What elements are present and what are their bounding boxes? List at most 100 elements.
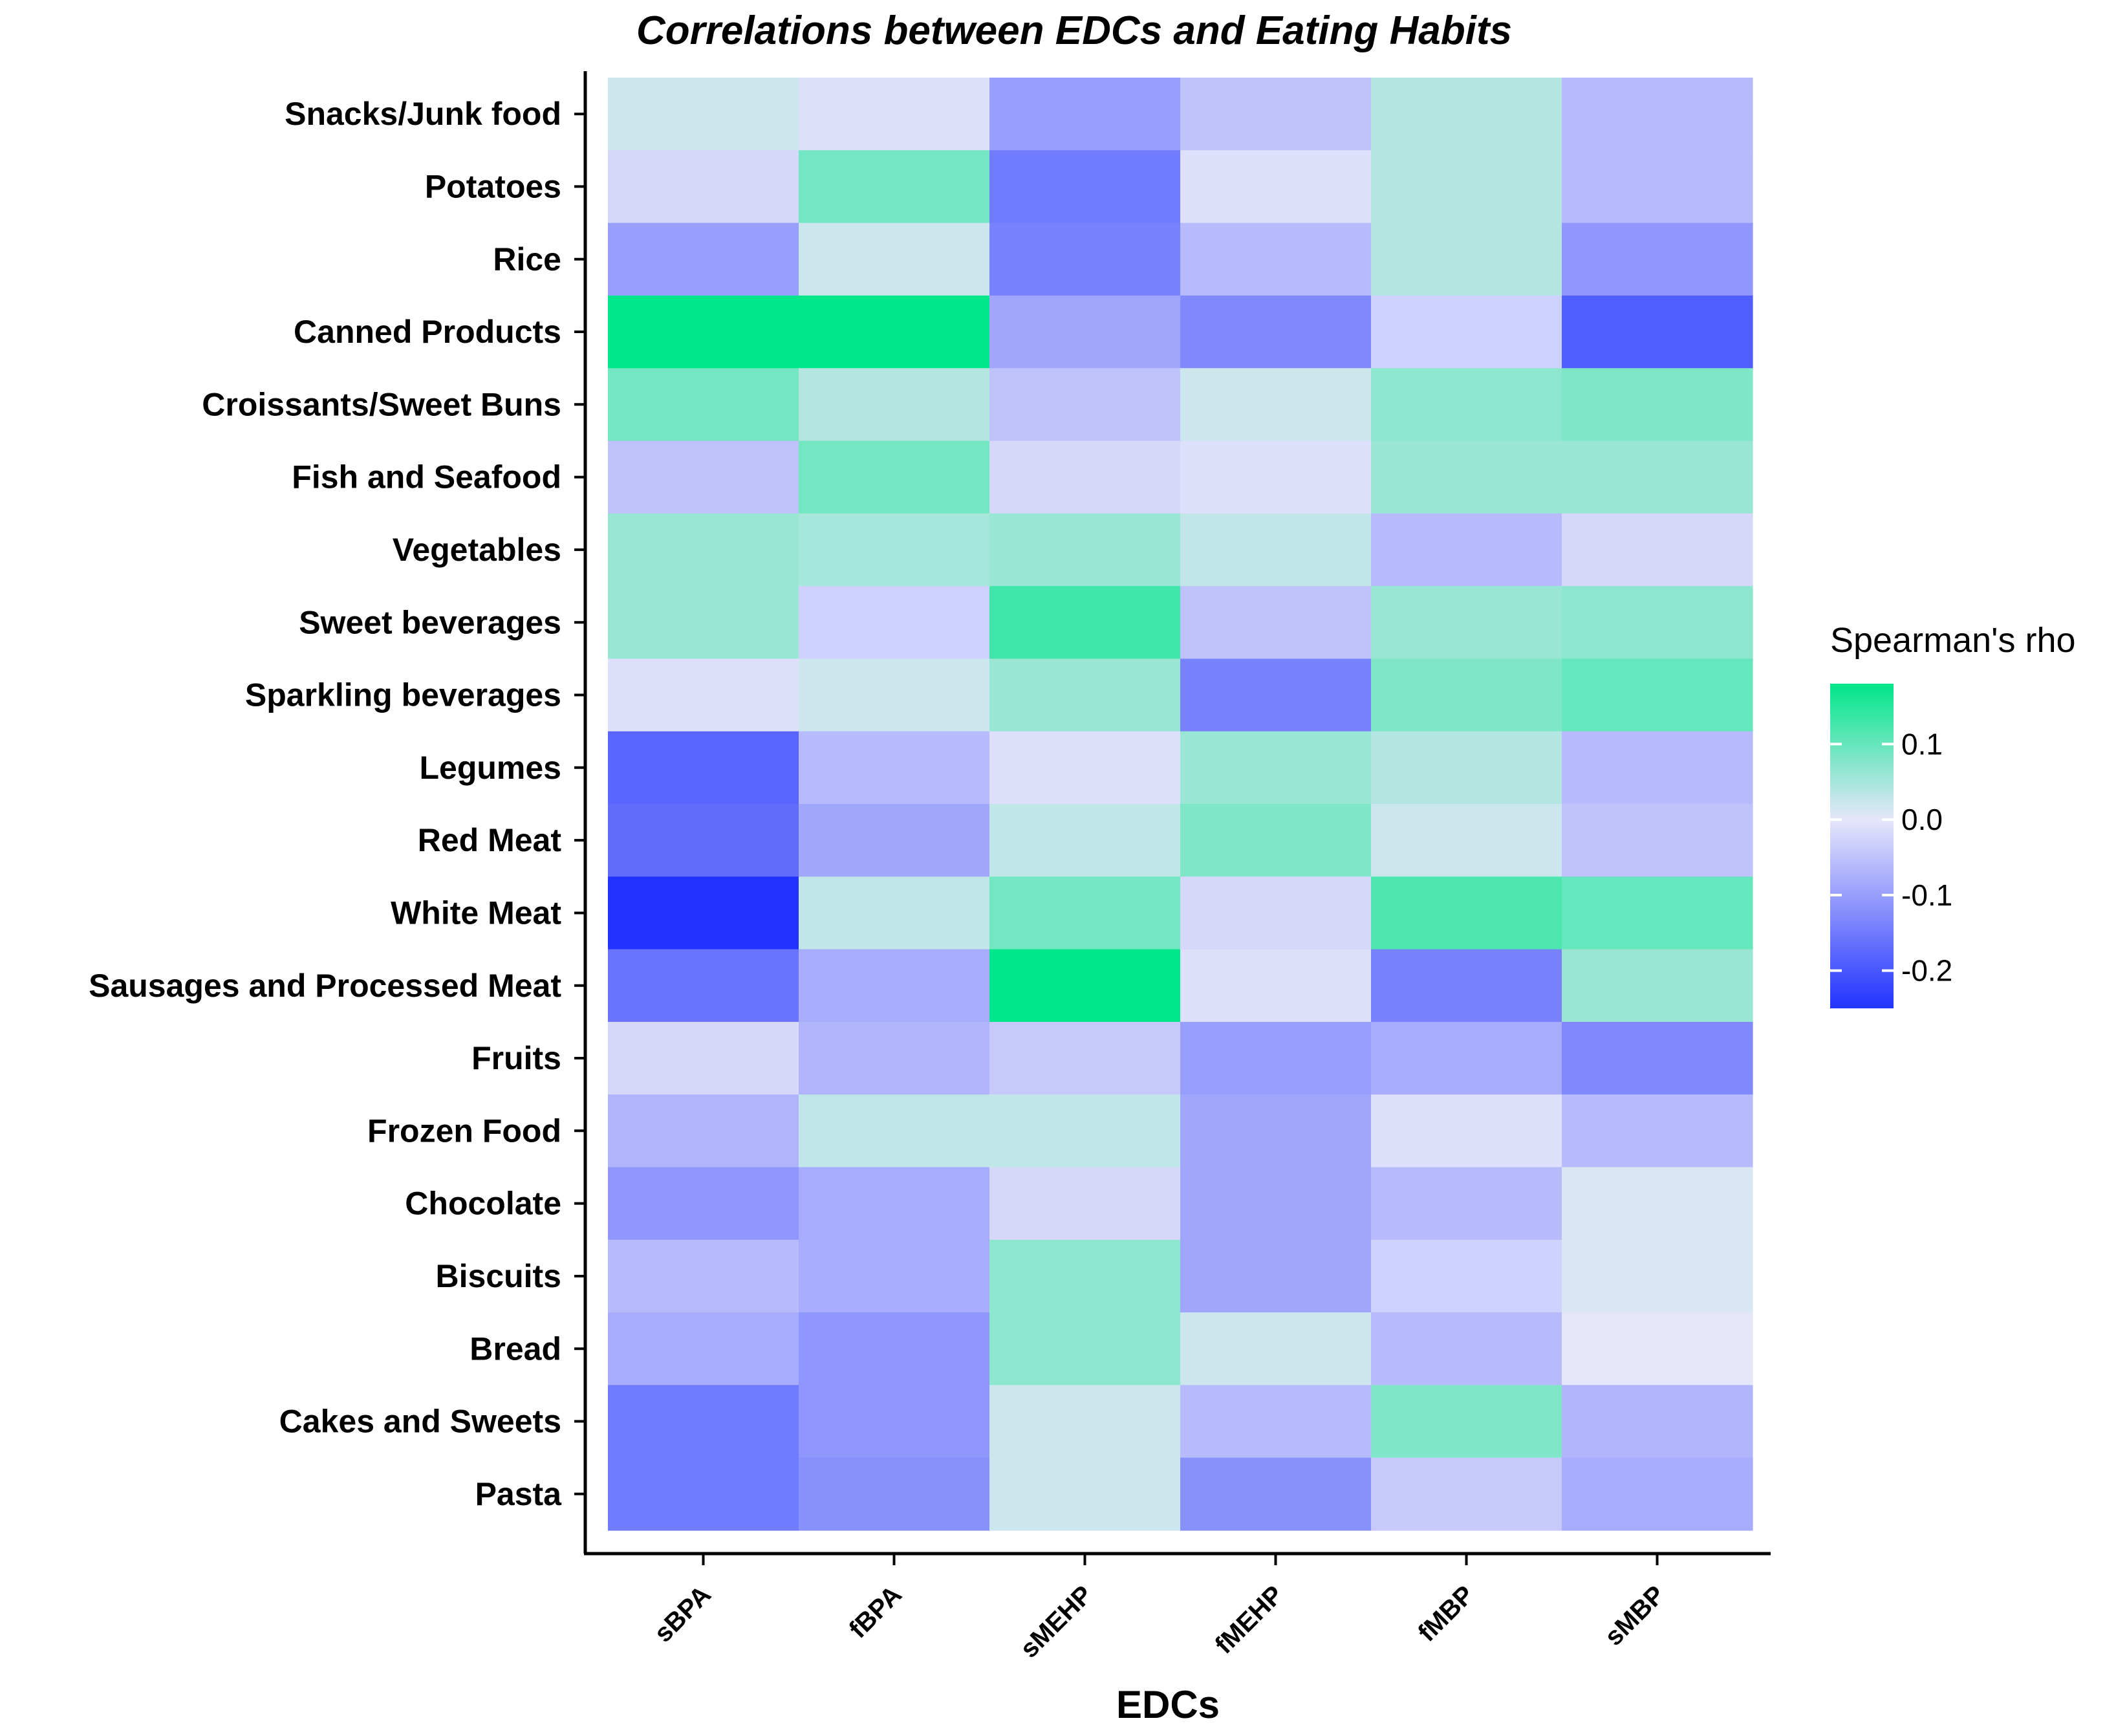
heatmap-cell [1180, 1094, 1372, 1168]
heatmap-cell [608, 876, 799, 950]
heatmap-cell [989, 1239, 1181, 1313]
heatmap-cell [799, 222, 990, 296]
heatmap-cell [989, 804, 1181, 877]
heatmap-cell [1562, 1167, 1753, 1241]
heatmap-cell [799, 1021, 990, 1095]
heatmap-cell [799, 295, 990, 369]
heatmap-cell [608, 1457, 799, 1531]
row-label: Red Meat [418, 822, 562, 858]
heatmap-cell [1180, 150, 1372, 224]
heatmap-cell [1371, 1167, 1562, 1241]
chart-title: Correlations between EDCs and Eating Hab… [636, 8, 1512, 53]
heatmap-cell [1562, 222, 1753, 296]
row-label: Fruits [471, 1040, 561, 1076]
row-label: Bread [470, 1330, 561, 1367]
heatmap-cell [1562, 1021, 1753, 1095]
heatmap-cell [799, 440, 990, 514]
heatmap-cell [1371, 1312, 1562, 1385]
legend-tick-label: 0.1 [1901, 727, 1943, 761]
heatmap-cell [989, 295, 1181, 369]
heatmap-cell [1180, 513, 1372, 587]
heatmap-cell [1180, 586, 1372, 659]
heatmap-cell [608, 1312, 799, 1385]
heatmap-cell [989, 949, 1181, 1023]
heatmap-cell [1371, 78, 1562, 151]
heatmap-cell [1371, 1385, 1562, 1459]
row-label: Croissants/Sweet Buns [202, 386, 561, 422]
heatmap-cell [1180, 949, 1372, 1023]
heatmap-cell [608, 949, 799, 1023]
heatmap-cell [1371, 804, 1562, 877]
heatmap-cell [608, 1239, 799, 1313]
heatmap-cell [608, 1021, 799, 1095]
heatmap-cell [989, 1385, 1181, 1459]
heatmap-cell [1180, 876, 1372, 950]
heatmap-cell [799, 368, 990, 442]
heatmap-cell [989, 1094, 1181, 1168]
heatmap-cell [1371, 440, 1562, 514]
heatmap-cell [1180, 1239, 1372, 1313]
row-label: Rice [493, 241, 561, 277]
heatmap-cell [608, 731, 799, 805]
row-label: Cakes and Sweets [279, 1404, 561, 1440]
row-label: Pasta [475, 1476, 563, 1512]
row-labels: Snacks/Junk food Potatoes Rice Canned Produ… [89, 96, 562, 1512]
heatmap-cell [989, 222, 1181, 296]
legend-ticks: 0.1 0.0 -0.1 -0.2 [1830, 727, 1952, 988]
heatmap-cell [799, 1094, 990, 1168]
heatmap-cell [799, 658, 990, 732]
heatmap-cell [608, 295, 799, 369]
row-label: Snacks/Junk food [285, 96, 561, 132]
heatmap-cell [799, 804, 990, 877]
heatmap-cell [799, 1312, 990, 1385]
legend-tick-label: 0.0 [1901, 803, 1943, 836]
heatmap-cell [1562, 586, 1753, 659]
heatmap-cell [608, 368, 799, 442]
heatmap-cell [989, 586, 1181, 659]
column-label: fMBP [1412, 1580, 1479, 1647]
row-label: Legumes [419, 750, 561, 786]
legend-title: Spearman's rho [1830, 621, 2076, 660]
heatmap-cell [799, 513, 990, 587]
heatmap-cell [989, 876, 1181, 950]
heatmap-cell [1371, 586, 1562, 659]
heatmap-cell [1562, 440, 1753, 514]
y-axis-ticks [574, 113, 585, 1495]
row-label: Sausages and Processed Meat [89, 968, 561, 1004]
heatmap-cell [989, 440, 1181, 514]
heatmap-cell [1371, 222, 1562, 296]
heatmap-cell [608, 513, 799, 587]
column-label: sBPA [649, 1580, 716, 1647]
heatmap-cell [1371, 150, 1562, 224]
heatmap-cell [799, 1457, 990, 1531]
heatmap-cell [1562, 1239, 1753, 1313]
heatmap-cell [608, 1385, 799, 1459]
heatmap-cell [799, 1167, 990, 1241]
heatmap-cell [1180, 1167, 1372, 1241]
heatmap-cell [608, 586, 799, 659]
heatmap-cell [989, 1457, 1181, 1531]
heatmap-cell [608, 658, 799, 732]
heatmap-cell [1180, 295, 1372, 369]
heatmap-cell [1562, 1312, 1753, 1385]
legend-tick-label: -0.1 [1901, 878, 1952, 912]
heatmap-cell [799, 78, 990, 151]
legend: Spearman's rho 0.1 0.0 -0.1 -0.2 [1830, 621, 2076, 1008]
heatmap-cell [1562, 295, 1753, 369]
heatmap-cell [1180, 1457, 1372, 1531]
row-label: Chocolate [405, 1186, 561, 1222]
heatmap-cell [1562, 1385, 1753, 1459]
column-label: sMEHP [1015, 1580, 1098, 1664]
row-label: Vegetables [393, 532, 561, 568]
heatmap-cell [1562, 78, 1753, 151]
heatmap-cell [799, 1239, 990, 1313]
heatmap-cell [989, 1021, 1181, 1095]
heatmap-cell [608, 440, 799, 514]
heatmap-cell [1371, 876, 1562, 950]
x-axis-ticks [702, 1554, 1659, 1565]
heatmap-cell [989, 78, 1181, 151]
heatmap-cell [608, 78, 799, 151]
column-label: fBPA [844, 1580, 907, 1644]
heatmap-cell [1371, 658, 1562, 732]
heatmap-cell [1371, 731, 1562, 805]
